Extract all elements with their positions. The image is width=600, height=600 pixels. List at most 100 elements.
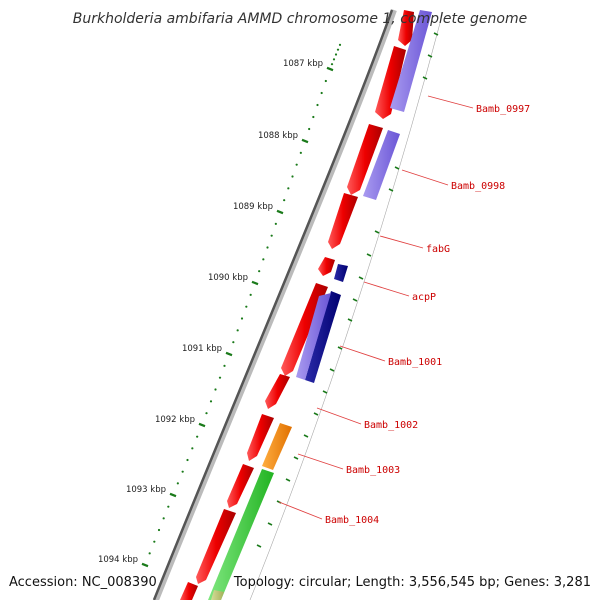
ruler-tick	[169, 492, 177, 498]
ruler-dot	[358, 276, 364, 280]
ruler-dot	[153, 540, 156, 543]
ruler-dot	[283, 199, 286, 202]
ruler-dot	[291, 175, 294, 178]
cds-forward-arrow	[180, 582, 198, 600]
ruler-dot	[330, 63, 334, 66]
ruler-dot	[324, 79, 327, 83]
ruler-dot	[316, 103, 319, 107]
ruler-dots	[148, 32, 439, 555]
ruler-tick-label: 1088 kbp	[258, 131, 298, 141]
inner-guide-arc	[249, 11, 444, 600]
gene-leader-line	[297, 453, 344, 470]
ruler-dot	[205, 412, 208, 415]
ruler-dot	[196, 435, 199, 438]
ruler-dot	[218, 376, 222, 379]
backbone-arc-shadow	[153, 8, 397, 600]
cds-forward-arrow	[347, 124, 383, 195]
cds-reverse-bar	[390, 10, 432, 112]
ruler-dot	[303, 434, 309, 438]
ruler-dot	[388, 188, 394, 192]
cds-forward-track	[180, 10, 414, 600]
ruler-dot	[270, 234, 273, 237]
cds-forward-arrow	[328, 193, 358, 249]
ruler-dot	[295, 163, 298, 166]
ruler-dot	[332, 58, 336, 61]
gene-label: Bamb_0997	[476, 104, 530, 115]
ruler-dot	[285, 478, 291, 482]
gene-leader-line	[379, 235, 424, 249]
gene-label: Bamb_1004	[325, 515, 379, 526]
ruler-tick	[251, 280, 259, 286]
ruler-dot	[427, 54, 433, 58]
ruler-dot	[274, 222, 277, 225]
ruler-dot	[262, 258, 265, 261]
ruler-dot	[308, 127, 311, 131]
ruler-dot	[148, 552, 151, 555]
ruler-dot	[347, 318, 353, 322]
gene-leader-line	[278, 501, 323, 520]
cds-reverse-bar	[363, 130, 400, 200]
gene-leader-line	[427, 95, 474, 109]
ruler-dot	[186, 458, 189, 462]
ruler-tick-label: 1093 kbp	[126, 485, 166, 495]
ruler-dot	[338, 43, 342, 46]
ruler-dot	[236, 329, 239, 332]
cds-reverse-track	[208, 10, 432, 600]
gene-label: Bamb_1001	[388, 357, 442, 368]
ruler-ticks	[141, 66, 334, 568]
ruler-tick	[141, 562, 149, 568]
gene-label: fabG	[426, 244, 450, 255]
genome-summary-text: Topology: circular; Length: 3,556,545 bp…	[233, 575, 591, 590]
ruler-dot	[329, 368, 335, 372]
ruler-dot	[214, 388, 217, 391]
cds-forward-arrow	[318, 257, 335, 276]
gene-leader-line	[363, 281, 410, 297]
ruler-dot	[299, 151, 302, 154]
cds-forward-arrow	[196, 509, 236, 584]
ruler-dot	[209, 400, 213, 403]
ruler-dot	[287, 187, 290, 190]
cds-reverse-bar	[296, 293, 331, 380]
ruler-tick-label: 1092 kbp	[155, 415, 195, 425]
ruler-dot	[249, 293, 252, 296]
ruler-tick	[225, 351, 233, 357]
cds-forward-arrow	[265, 374, 290, 409]
ruler-tick	[326, 66, 334, 72]
gene-leader-line	[316, 407, 362, 425]
cds-forward-arrow	[247, 414, 274, 461]
ruler-tick-label: 1089 kbp	[233, 202, 273, 212]
gene-labels: Bamb_0997 Bamb_0998 fabG acpP Bamb_1001 Bamb_…	[325, 104, 530, 526]
ruler-tick	[198, 422, 206, 428]
ruler-dot	[176, 482, 179, 485]
ruler-dot	[266, 246, 269, 249]
map-title: Burkholderia ambifaria AMMD chromosome 1…	[73, 11, 527, 27]
cds-forward-arrow	[227, 464, 254, 508]
ruler-dot	[336, 48, 340, 51]
accession-text: Accession: NC_008390	[9, 575, 157, 590]
backbone-arc	[152, 9, 394, 600]
ruler-dot	[256, 544, 262, 548]
cds-reverse-bar	[262, 423, 292, 470]
tick-labels: 1087 kbp 1088 kbp 1089 kbp 1090 kbp 1091 kbp…	[98, 59, 323, 565]
gene-label: Bamb_1002	[364, 420, 418, 431]
ruler-dot	[267, 522, 273, 526]
ruler-tick-label: 1094 kbp	[98, 555, 138, 565]
ruler-tick	[301, 138, 309, 144]
cds-reverse-bar	[334, 264, 348, 282]
ruler-tick-label: 1091 kbp	[182, 344, 222, 354]
ruler-dot	[337, 346, 343, 350]
ruler-dot	[394, 166, 400, 170]
ruler-dot	[374, 230, 380, 234]
gene-label: Bamb_1003	[346, 465, 400, 476]
ruler-dot	[181, 470, 184, 473]
ruler-tick-label: 1090 kbp	[208, 273, 248, 283]
ruler-dot	[433, 32, 439, 36]
cds-reverse-bar	[211, 590, 224, 600]
ruler-tick-label: 1087 kbp	[283, 59, 323, 69]
ruler-dot	[322, 390, 328, 394]
ruler-dot	[313, 412, 319, 416]
ruler-dot	[334, 53, 338, 56]
gene-leaders	[278, 95, 474, 520]
